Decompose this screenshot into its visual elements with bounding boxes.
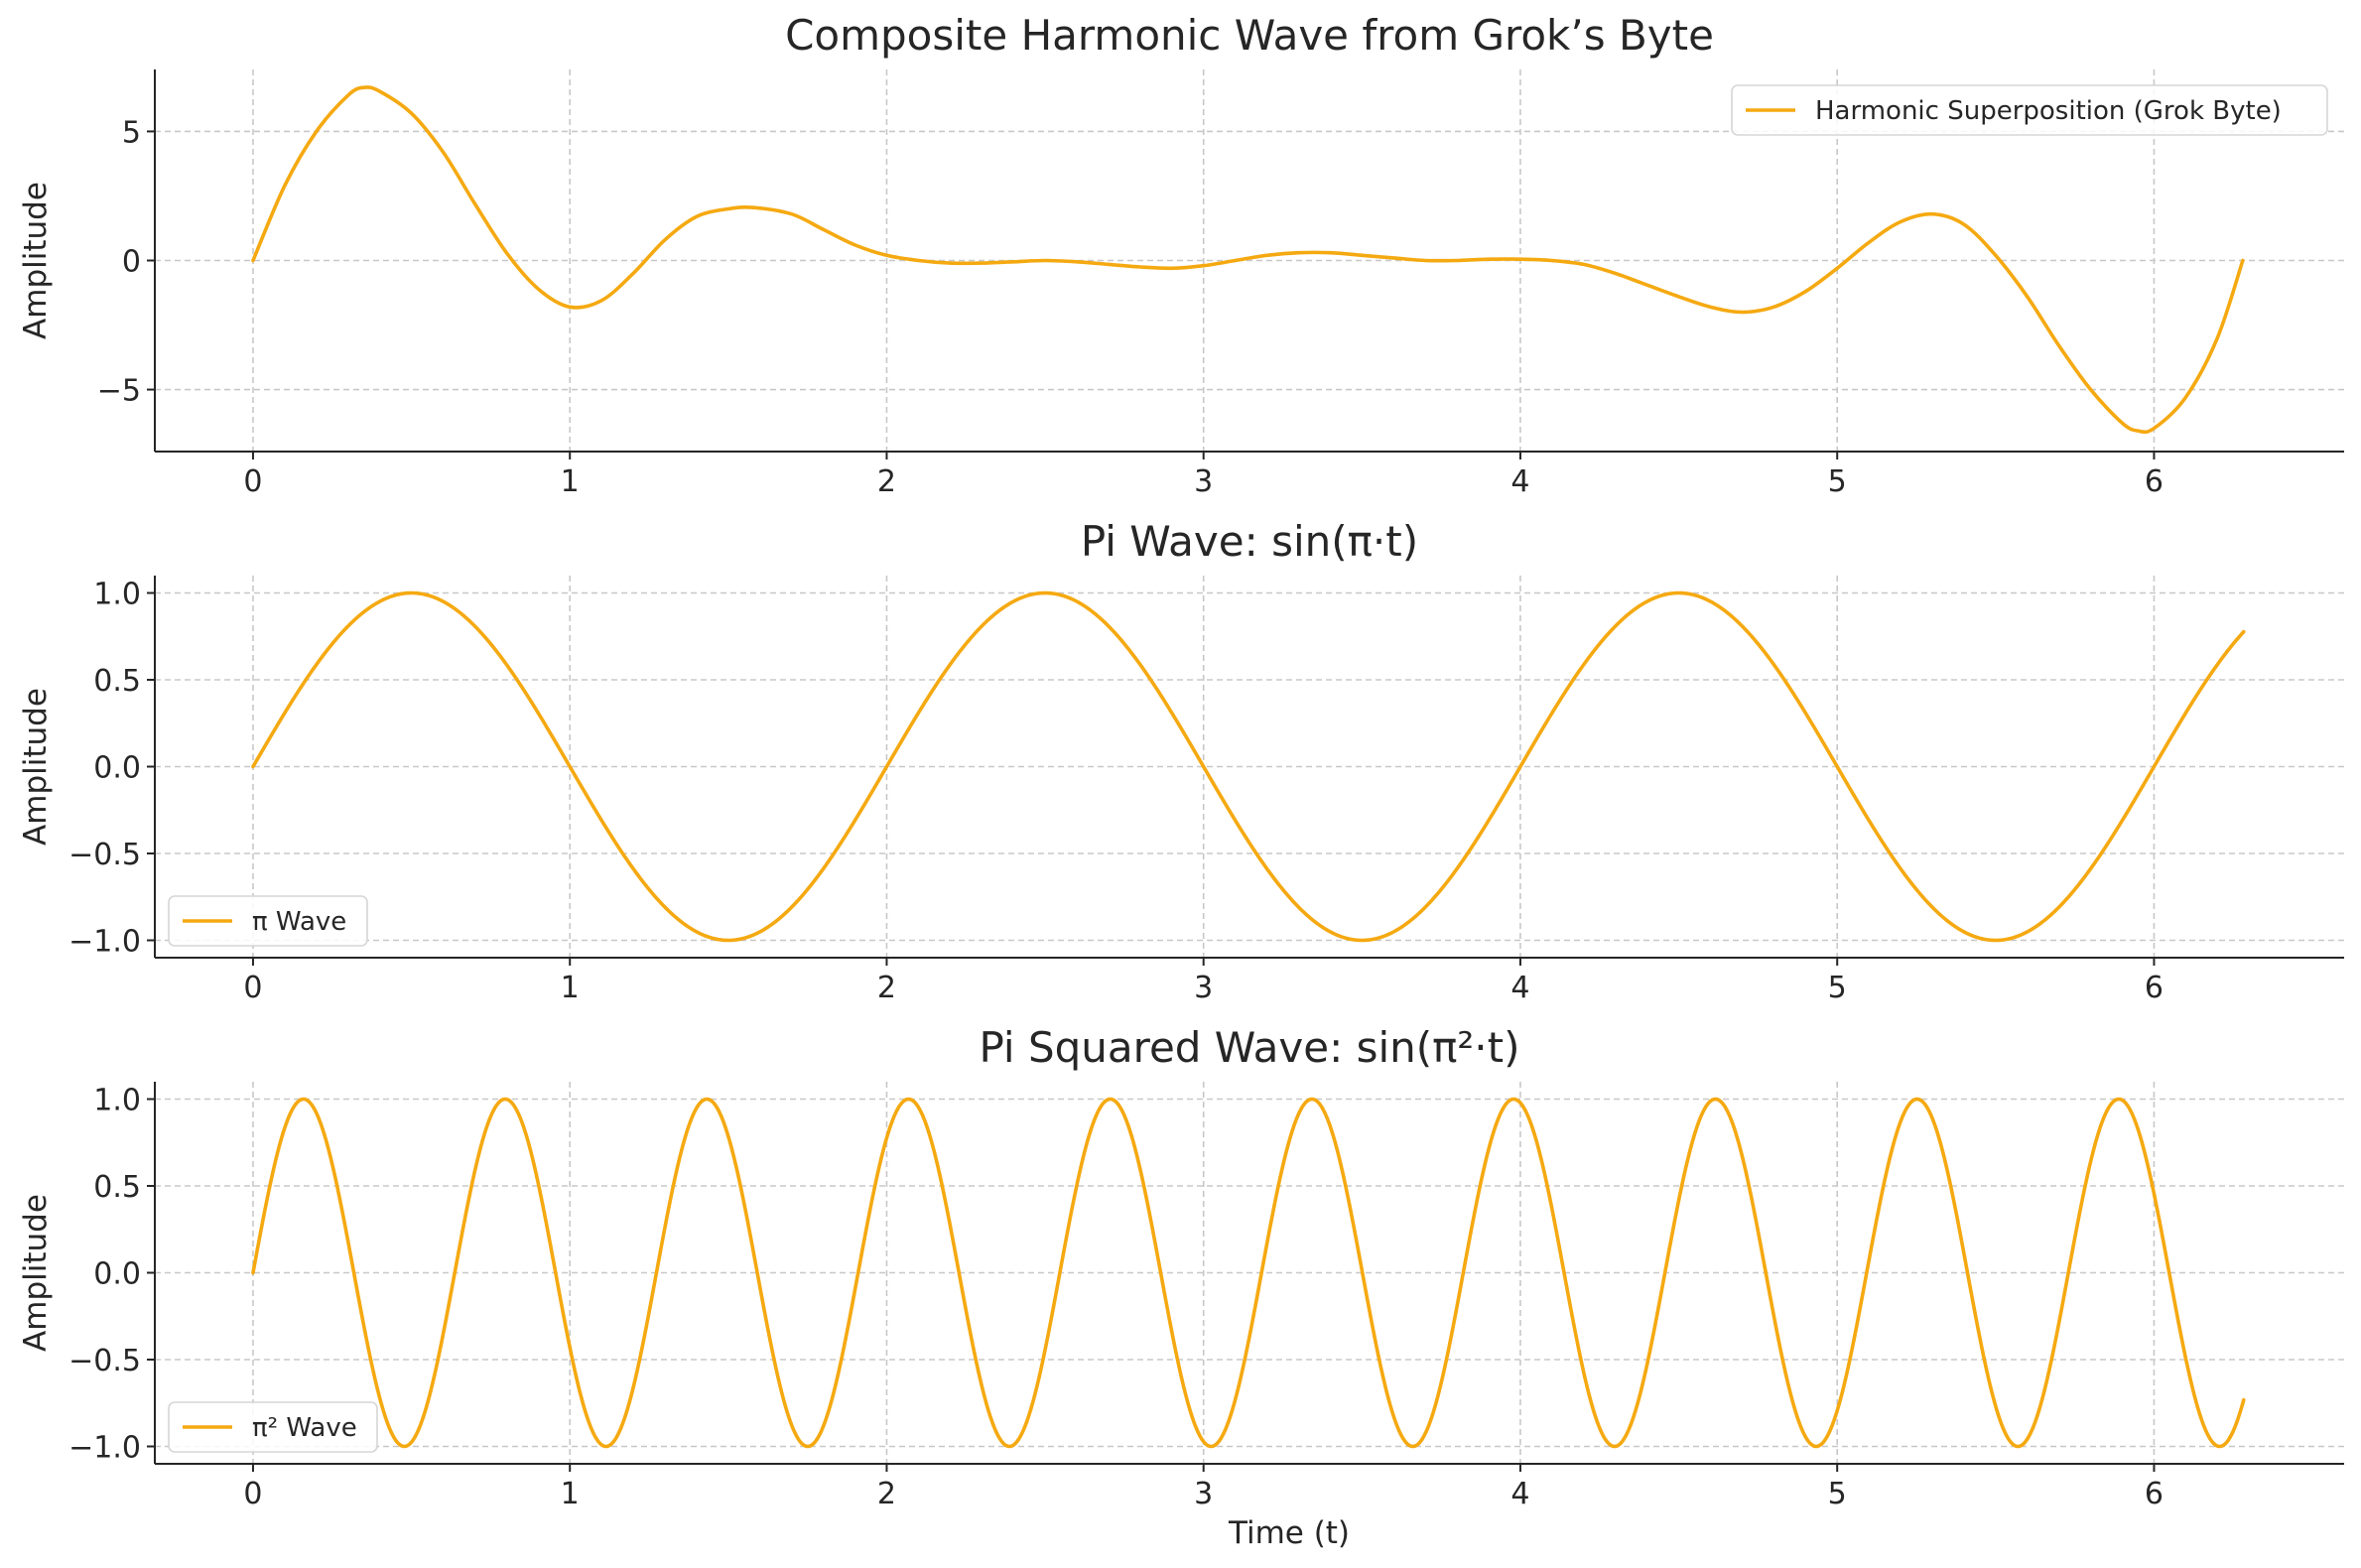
legend: Harmonic Superposition (Grok Byte): [1731, 84, 2328, 136]
x-tick-label: 0: [243, 1477, 262, 1511]
y-tick-label: −1.0: [68, 1431, 141, 1466]
chart-title: Pi Wave: sin(π·t): [1081, 517, 1418, 566]
chart-panel-1: Composite Harmonic Wave from Grok’s Byte…: [18, 11, 2344, 499]
y-tick-label: 1.0: [93, 578, 141, 612]
x-tick-label: 1: [561, 464, 580, 499]
legend-label: π Wave: [252, 907, 346, 937]
legend-box: [1731, 84, 2328, 136]
x-tick-label: 4: [1510, 464, 1529, 499]
legend-label: π² Wave: [252, 1413, 357, 1443]
y-axis-label: Amplitude: [18, 182, 54, 339]
x-tick-label: 2: [877, 971, 896, 1005]
x-tick-label: 4: [1510, 1477, 1529, 1511]
x-tick-label: 6: [2145, 1477, 2164, 1511]
y-tick-label: −5: [97, 374, 141, 409]
x-tick-label: 3: [1194, 971, 1213, 1005]
x-tick-label: 3: [1194, 1477, 1213, 1511]
x-tick-label: 1: [561, 1477, 580, 1511]
y-axis-label: Amplitude: [18, 688, 54, 846]
series-line: [251, 1097, 2246, 1449]
series-line: [251, 85, 2245, 435]
chart-panel-3: Pi Squared Wave: sin(π²·t) 0 1 2 3 4 5 6 1.0 0.5 0…: [18, 1023, 2344, 1551]
legend-label: Harmonic Superposition (Grok Byte): [1815, 96, 2282, 126]
chart-panel-2: Pi Wave: sin(π·t) 0 1 2 3 4 5 6 1.0 0.5 0.0 −0.5 −1.…: [18, 517, 2344, 1005]
x-tick-label: 5: [1828, 1477, 1847, 1511]
y-tick-label: −0.5: [68, 838, 141, 872]
y-axis-label: Amplitude: [18, 1194, 54, 1352]
x-tick-label: 5: [1828, 464, 1847, 499]
legend-box: [168, 1401, 378, 1453]
chart-title: Pi Squared Wave: sin(π²·t): [980, 1023, 1520, 1072]
legend-box: [168, 895, 368, 947]
x-tick-label: 4: [1510, 971, 1529, 1005]
x-tick-label: 5: [1828, 971, 1847, 1005]
x-tick-label: 6: [2145, 971, 2164, 1005]
y-tick-label: 0.0: [93, 751, 141, 786]
legend: π Wave: [168, 895, 368, 947]
y-tick-label: −1.0: [68, 925, 141, 960]
y-tick-label: 5: [122, 115, 141, 150]
y-tick-label: 0: [122, 245, 141, 280]
y-tick-label: −0.5: [68, 1344, 141, 1378]
x-tick-label: 3: [1194, 464, 1213, 499]
x-tick-label: 6: [2145, 464, 2164, 499]
series-line: [251, 590, 2246, 943]
x-tick-label: 0: [243, 464, 262, 499]
y-tick-label: 0.0: [93, 1257, 141, 1292]
y-tick-label: 1.0: [93, 1084, 141, 1118]
x-tick-label: 2: [877, 464, 896, 499]
y-tick-label: 0.5: [93, 1170, 141, 1205]
chart-title: Composite Harmonic Wave from Grok’s Byte: [785, 11, 1714, 60]
x-tick-label: 1: [561, 971, 580, 1005]
x-tick-label: 2: [877, 1477, 896, 1511]
x-axis-label: Time (t): [1228, 1515, 1350, 1551]
y-tick-label: 0.5: [93, 664, 141, 699]
x-tick-label: 0: [243, 971, 262, 1005]
legend: π² Wave: [168, 1401, 378, 1453]
